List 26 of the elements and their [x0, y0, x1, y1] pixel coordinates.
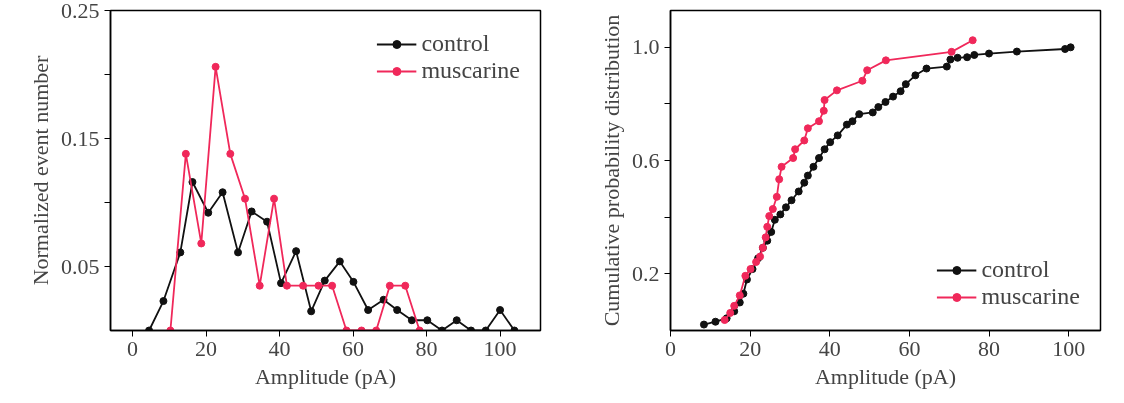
x-tick-label: 100 — [483, 335, 517, 361]
y-tick-label: 0.2 — [632, 260, 660, 286]
x-tick-label: 20 — [739, 335, 762, 361]
x-axis-title: Amplitude (pA) — [814, 363, 957, 389]
legend-label: muscarine — [421, 57, 520, 84]
x-tick-label: 40 — [268, 335, 291, 361]
y-axis-title: Normalized event number — [28, 54, 53, 286]
x-tick-label: 100 — [1052, 335, 1086, 361]
y-axis-title: Cumulative probability distribution — [599, 14, 624, 327]
y-tick-label: 1.0 — [632, 34, 660, 60]
legend-label: muscarine — [981, 283, 1080, 310]
x-tick-label: 80 — [978, 335, 1001, 361]
x-tick-label: 20 — [195, 335, 218, 361]
y-tick-label: 0.25 — [61, 0, 100, 23]
legend-label: control — [421, 30, 490, 57]
y-tick-label: 0.15 — [61, 125, 100, 151]
y-tick-label: 0.05 — [61, 253, 100, 279]
x-axis-title: Amplitude (pA) — [254, 363, 397, 389]
legend-label: control — [981, 256, 1050, 283]
x-tick-label: 60 — [342, 335, 365, 361]
x-tick-label: 0 — [665, 335, 676, 361]
y-tick-label: 0.6 — [632, 147, 660, 173]
x-tick-label: 0 — [127, 335, 139, 361]
x-tick-label: 40 — [818, 335, 841, 361]
x-tick-label: 60 — [898, 335, 921, 361]
x-tick-label: 80 — [415, 335, 438, 361]
